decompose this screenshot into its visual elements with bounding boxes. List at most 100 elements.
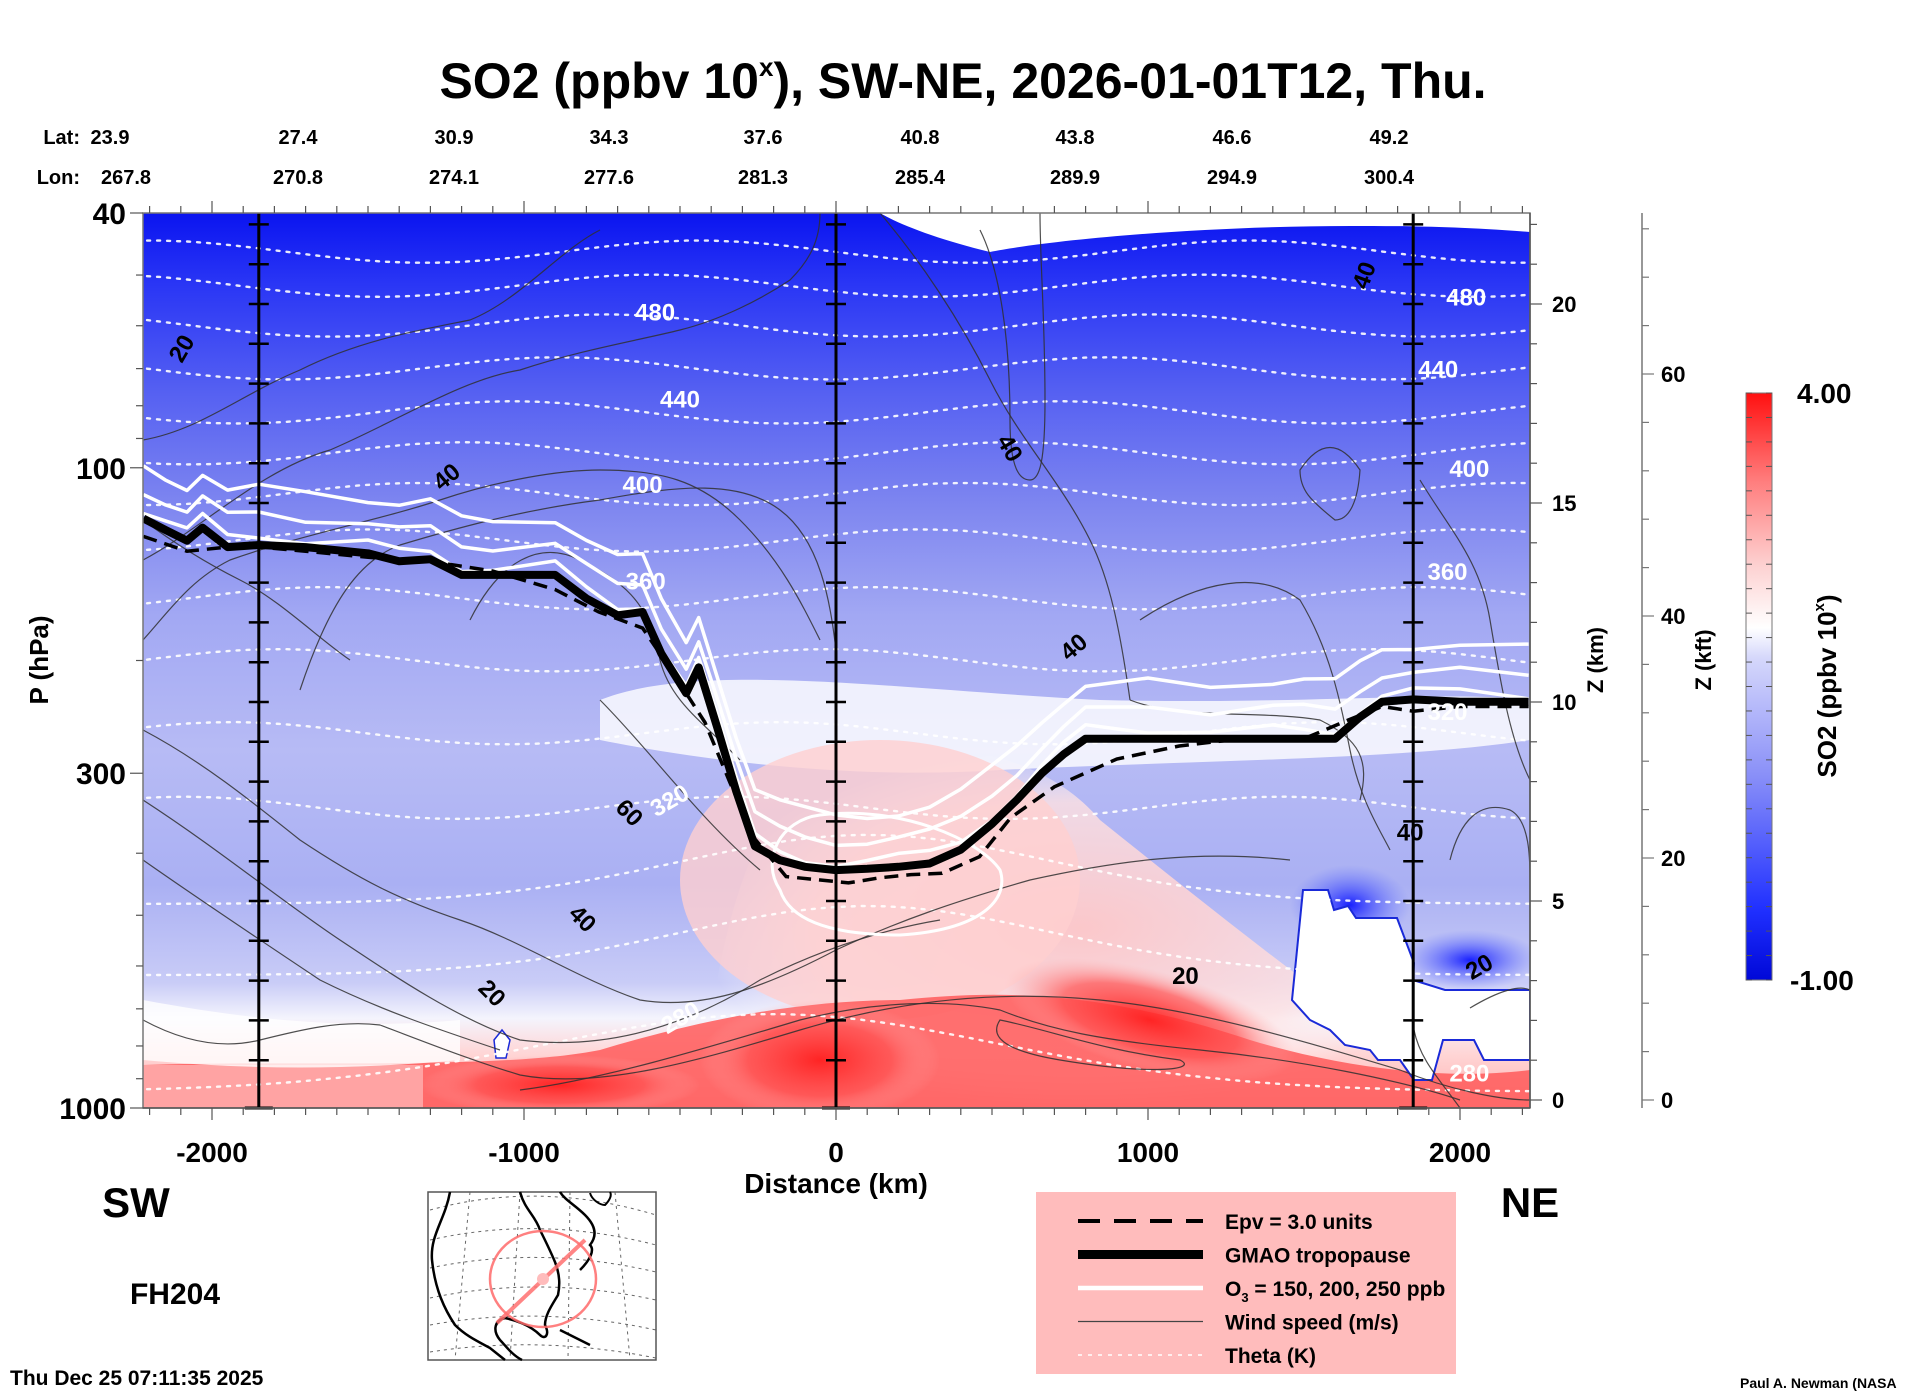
- so2-red-core-right: [1004, 958, 1296, 1082]
- wind-contour: [599, 699, 761, 871]
- direction-sw: SW: [102, 1179, 170, 1226]
- z-kft-tick-label: 0: [1661, 1088, 1673, 1113]
- theta-label: 480: [635, 299, 675, 326]
- z-km-tick-label: 20: [1552, 292, 1576, 317]
- z-kft-tick-label: 40: [1661, 604, 1685, 629]
- wind-label: 40: [1397, 820, 1424, 847]
- wind-speed-contours: [143, 213, 1530, 1108]
- wind-contour: [143, 995, 1530, 1101]
- theta-label: 360: [1427, 559, 1467, 586]
- so2-red-core-left: [420, 1055, 700, 1108]
- theta-contour: [143, 1013, 1530, 1093]
- colorbar-min-label: -1.00: [1790, 965, 1854, 996]
- direction-ne: NE: [1501, 1179, 1559, 1226]
- chart-title: SO2 (ppbv 10x), SW-NE, 2026-01-01T12, Th…: [439, 52, 1486, 109]
- wind-contour: [1413, 1029, 1461, 1108]
- location-minimap: [427, 1191, 657, 1362]
- x-tick-label: 2000: [1429, 1137, 1491, 1168]
- x-tick-label: -2000: [176, 1137, 248, 1168]
- x-tick-label: -1000: [488, 1137, 560, 1168]
- lat-label: Lat:: [43, 127, 80, 149]
- legend-label: Wind speed (m/s): [1225, 1312, 1399, 1335]
- minimap-center-star: [537, 1273, 549, 1285]
- minimap-graticule: [429, 1191, 657, 1361]
- wind-label: 20: [1172, 963, 1199, 990]
- lon-value: 285.4: [895, 167, 946, 189]
- lon-value: 294.9: [1207, 167, 1257, 189]
- wind-contour: [143, 213, 821, 561]
- ozone-contour: [143, 511, 1529, 869]
- wind-contour: [1299, 446, 1361, 521]
- z-kft-axis-label: Z (kft): [1691, 629, 1716, 690]
- forecast-hour: FH204: [130, 1278, 220, 1311]
- legend-label: Theta (K): [1225, 1345, 1316, 1368]
- legend-item: Theta (K): [1078, 1345, 1316, 1368]
- wind-contour: [979, 213, 1046, 481]
- wind-contour: [299, 487, 837, 691]
- theta-contour: [143, 833, 1530, 906]
- z-kft-tick-label: 20: [1661, 846, 1685, 871]
- z-km-axis-label: Z (km): [1583, 627, 1608, 693]
- wind-contour: [143, 519, 351, 661]
- z-km-tick-label: 5: [1552, 889, 1564, 914]
- lon-label: Lon:: [37, 167, 80, 189]
- lat-value: 27.4: [279, 127, 319, 149]
- lon-value: 270.8: [273, 167, 323, 189]
- z-kft-tick-label: 60: [1661, 362, 1685, 387]
- legend-label: Epv = 3.0 units: [1225, 1211, 1373, 1234]
- z-km-tick-label: 0: [1552, 1088, 1564, 1113]
- so2-pink-core: [680, 740, 1080, 1020]
- y-tick-label: 100: [76, 453, 126, 486]
- minimap-greenland: [589, 1191, 612, 1207]
- lat-value: 23.9: [91, 127, 130, 149]
- lat-value: 30.9: [435, 127, 474, 149]
- y-axis-label: P (hPa): [24, 615, 54, 704]
- theta-label: 280: [1449, 1060, 1489, 1087]
- theta-label: 440: [1418, 357, 1458, 384]
- theta-label: 400: [623, 472, 663, 499]
- wind-contour: [143, 729, 1291, 1004]
- x-axis: -2000 -1000 0 1000 2000: [143, 201, 1530, 1168]
- legend-label: O3 = 150, 200, 250 ppb: [1225, 1278, 1445, 1305]
- legend-item: O3 = 150, 200, 250 ppb: [1078, 1278, 1445, 1305]
- lat-value: 43.8: [1056, 127, 1095, 149]
- theta-label: 360: [626, 569, 666, 596]
- lon-value: 300.4: [1364, 167, 1415, 189]
- missing-data-top: [880, 213, 1530, 252]
- theta-label: 320: [1427, 699, 1467, 726]
- so2-pink-surface-left: [143, 1065, 423, 1108]
- lat-value: 34.3: [590, 127, 629, 149]
- ozone-contour: [770, 811, 1004, 937]
- lon-value: 274.1: [429, 167, 479, 189]
- lon-value: 281.3: [738, 167, 788, 189]
- wind-contour: [1419, 479, 1530, 781]
- tropopause-line: [143, 514, 1529, 875]
- x-tick-label: 0: [828, 1137, 844, 1168]
- missing-data-region: [1290, 889, 1530, 1081]
- colorbar-max-label: 4.00: [1797, 378, 1852, 409]
- wind-contour: [143, 799, 941, 1044]
- wind-contour: [1139, 582, 1391, 851]
- wind-contour: [469, 551, 741, 761]
- theta-label: 400: [1449, 456, 1489, 483]
- lat-value: 46.6: [1213, 127, 1252, 149]
- lat-value: 40.8: [901, 127, 940, 149]
- ozone-contours: [143, 464, 1529, 937]
- legend: Epv = 3.0 units GMAO tropopause O3 = 150, …: [1036, 1192, 1456, 1374]
- ozone-contour: [143, 493, 1529, 848]
- wind-contour: [879, 213, 1131, 701]
- ozone-contour: [143, 464, 1529, 821]
- z-kft-axis: 0 20 40 60: [1641, 213, 1685, 1113]
- timestamp: Thu Dec 25 07:11:35 2025: [10, 1367, 264, 1390]
- y-tick-label: 40: [93, 198, 126, 231]
- wind-contour: [519, 1002, 1461, 1101]
- lat-value: 49.2: [1370, 127, 1409, 149]
- x-tick-label: 1000: [1117, 1137, 1179, 1168]
- lon-value: 289.9: [1050, 167, 1100, 189]
- legend-label: GMAO tropopause: [1225, 1245, 1411, 1268]
- theta-contour: [143, 904, 1530, 977]
- legend-item: GMAO tropopause: [1078, 1245, 1411, 1268]
- minimap-range-circle: [488, 1229, 598, 1329]
